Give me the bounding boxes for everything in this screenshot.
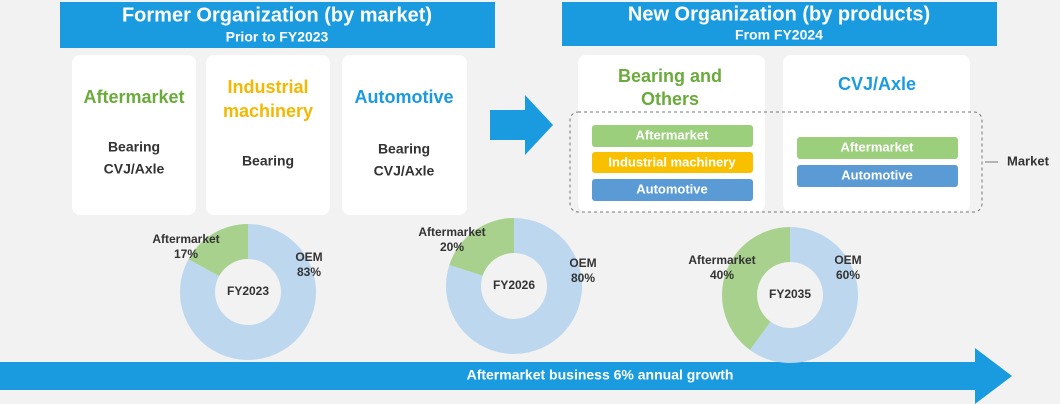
donut-slice xyxy=(180,223,317,360)
pill xyxy=(592,125,753,147)
card-title: CVJ/Axle xyxy=(838,74,916,94)
donut-slice xyxy=(188,223,248,277)
pill xyxy=(592,152,753,173)
pill xyxy=(797,165,958,187)
card-line: Bearing xyxy=(108,139,160,155)
card-line: Bearing xyxy=(378,141,430,157)
slice-value: 60% xyxy=(836,268,860,282)
donut-title: FY2035 xyxy=(769,287,811,301)
card-line: Bearing xyxy=(242,153,294,169)
header-title: Former Organization (by market) xyxy=(122,4,432,26)
market-label: Market xyxy=(1007,153,1050,168)
slice-category: Aftermarket xyxy=(152,232,219,246)
pill-label: Aftermarket xyxy=(636,127,710,142)
donut-slice xyxy=(445,218,583,354)
pill-label: Aftermarket xyxy=(841,139,915,154)
pill-label: Automotive xyxy=(636,181,708,196)
growth-label: Aftermarket business 6% annual growth xyxy=(467,367,734,383)
donut-title: FY2026 xyxy=(493,278,535,292)
slice-value: 40% xyxy=(710,268,734,282)
header-box xyxy=(60,2,495,48)
pill-label: Automotive xyxy=(841,167,913,182)
slice-value: 80% xyxy=(571,271,595,285)
donut-slice xyxy=(449,218,514,276)
donut-title: FY2023 xyxy=(227,284,269,298)
card-line: CVJ/Axle xyxy=(374,163,435,179)
slice-value: 17% xyxy=(174,247,198,261)
pill-label: Industrial machinery xyxy=(608,154,736,169)
card-line: CVJ/Axle xyxy=(104,161,165,177)
donut-slice xyxy=(750,227,859,364)
slice-category: OEM xyxy=(834,253,861,267)
pill xyxy=(797,137,958,159)
growth-arrow xyxy=(0,348,1012,404)
card-title: Bearing and xyxy=(618,66,722,86)
card xyxy=(342,55,467,215)
header-box xyxy=(562,2,997,46)
card-title: machinery xyxy=(223,101,313,121)
donut-slice xyxy=(722,227,790,351)
slice-category: OEM xyxy=(569,256,596,270)
card xyxy=(72,55,196,215)
card-title: Others xyxy=(641,89,699,109)
card-title: Aftermarket xyxy=(83,87,184,107)
card-title: Automotive xyxy=(355,87,454,107)
header-title: New Organization (by products) xyxy=(628,3,930,25)
header-subtitle: Prior to FY2023 xyxy=(226,29,329,45)
card xyxy=(206,55,330,215)
header-subtitle: From FY2024 xyxy=(735,27,823,43)
slice-value: 20% xyxy=(440,240,464,254)
slice-category: Aftermarket xyxy=(688,253,755,267)
slice-category: OEM xyxy=(295,250,322,264)
pill xyxy=(592,179,753,201)
card-title: Industrial xyxy=(227,77,308,97)
dashed-group xyxy=(569,111,983,213)
slice-category: Aftermarket xyxy=(418,225,485,239)
slice-value: 83% xyxy=(297,265,321,279)
arrow xyxy=(490,95,553,155)
